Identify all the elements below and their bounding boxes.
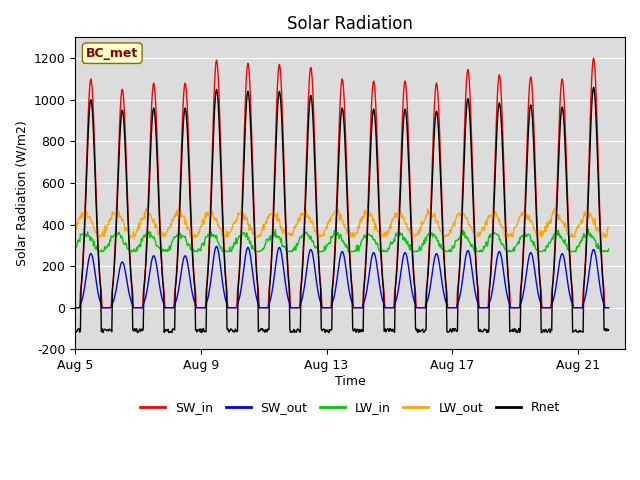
LW_in (71, 246, 79, 252)
Rnet (132, 326, 140, 332)
SW_in (589, 55, 597, 61)
SW_out (348, 300, 356, 305)
LW_in (584, 226, 592, 232)
LW_out (605, 225, 612, 230)
LW_out (349, 232, 356, 238)
Line: Rnet: Rnet (75, 87, 609, 333)
SW_out (394, 293, 401, 299)
Title: Solar Radiation: Solar Radiation (287, 15, 413, 33)
Rnet (605, 327, 612, 333)
SW_out (480, 305, 488, 311)
Rnet (143, 236, 151, 241)
Legend: SW_in, SW_out, LW_in, LW_out, Rnet: SW_in, SW_out, LW_in, LW_out, Rnet (135, 396, 565, 419)
SW_out (143, 287, 151, 293)
SW_in (132, 305, 140, 311)
LW_out (180, 213, 188, 219)
Y-axis label: Solar Radiation (W/m2): Solar Radiation (W/m2) (15, 120, 28, 266)
SW_in (393, 267, 401, 273)
SW_in (348, 276, 355, 282)
LW_out (481, 228, 488, 233)
X-axis label: Time: Time (335, 375, 365, 388)
SW_in (179, 101, 187, 107)
Line: LW_out: LW_out (75, 208, 609, 237)
Rnet (179, 123, 187, 129)
SW_out (212, 243, 220, 249)
LW_in (480, 243, 488, 249)
LW_in (144, 232, 152, 238)
LW_out (237, 205, 245, 211)
Rnet (393, 272, 401, 277)
Text: BC_met: BC_met (86, 47, 138, 60)
LW_in (94, 249, 102, 254)
Rnet (589, 84, 597, 90)
SW_in (71, 305, 79, 311)
LW_out (133, 228, 141, 233)
LW_out (94, 234, 102, 240)
LW_in (133, 245, 141, 251)
SW_in (605, 305, 612, 311)
SW_in (143, 227, 151, 233)
LW_out (144, 209, 152, 215)
LW_in (348, 249, 356, 254)
LW_in (605, 246, 612, 252)
Rnet (71, 327, 79, 333)
Line: SW_out: SW_out (75, 246, 609, 308)
Line: SW_in: SW_in (75, 58, 609, 308)
SW_out (179, 258, 187, 264)
Rnet (547, 330, 554, 336)
SW_out (605, 305, 612, 311)
LW_in (394, 233, 401, 239)
LW_out (71, 225, 79, 231)
SW_out (71, 305, 79, 311)
Line: LW_in: LW_in (75, 229, 609, 252)
LW_out (394, 211, 402, 217)
Rnet (479, 328, 487, 334)
SW_in (479, 305, 487, 311)
Rnet (348, 280, 355, 286)
LW_in (180, 233, 188, 239)
SW_out (132, 305, 140, 311)
